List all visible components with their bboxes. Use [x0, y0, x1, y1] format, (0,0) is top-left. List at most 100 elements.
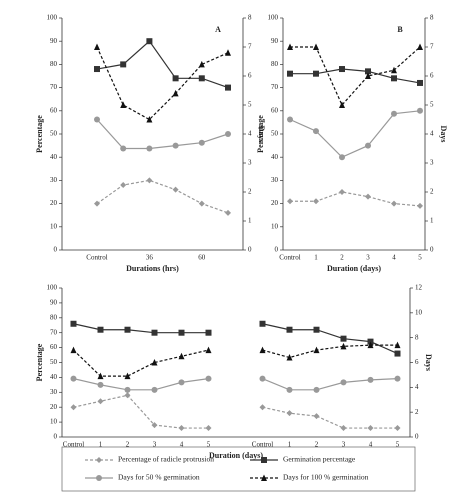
x-axis-label: Durations (hrs) [126, 264, 179, 273]
marker [178, 329, 185, 336]
marker [146, 145, 153, 152]
x-tick-label: 3 [153, 441, 157, 449]
series-line [96, 119, 229, 150]
marker [394, 341, 401, 349]
series-line [290, 46, 421, 107]
y2-tick-label: 1 [248, 217, 252, 225]
y2-tick-label: 6 [430, 72, 434, 80]
series-line [73, 394, 398, 429]
x-tick-label: Control [86, 254, 107, 262]
marker [120, 101, 127, 108]
marker [198, 75, 205, 82]
y2-tick-label: 4 [430, 130, 434, 138]
y-tick-label: 0 [54, 246, 58, 254]
marker [124, 372, 131, 380]
marker [286, 386, 293, 393]
y-tick-label: 20 [50, 403, 58, 411]
y-tick-label: 90 [50, 37, 58, 45]
y-tick-label: 50 [271, 130, 279, 138]
marker [339, 101, 345, 108]
x-tick-label: 3 [366, 254, 370, 262]
legend-label: Days for 50 % germination [118, 473, 200, 482]
marker [151, 359, 158, 366]
marker [313, 70, 319, 77]
y-tick-label: 60 [271, 106, 279, 114]
x-tick-label: 2 [126, 441, 130, 449]
y2-axis-label: Days [257, 126, 266, 143]
marker [97, 326, 104, 333]
y2-tick-label: 8 [415, 333, 419, 341]
x-axis-label: Duration (days) [327, 264, 381, 273]
y-tick-label: 70 [50, 83, 58, 91]
y2-tick-label: 3 [430, 159, 434, 167]
series-line [96, 46, 229, 121]
legend-marker [261, 457, 267, 463]
y-tick-label: 70 [271, 83, 279, 91]
marker [205, 329, 212, 336]
series-line [96, 179, 229, 214]
x-tick-label: 5 [418, 254, 422, 262]
marker [259, 404, 266, 411]
marker [339, 154, 345, 161]
series-line [73, 323, 398, 355]
y2-tick-label: 2 [415, 408, 419, 416]
marker [225, 84, 231, 91]
marker [313, 128, 319, 135]
marker [97, 372, 104, 380]
marker [198, 139, 205, 146]
y2-tick-label: 5 [430, 101, 434, 109]
x-tick-label: 5 [207, 441, 211, 449]
marker [120, 182, 127, 189]
series-line [290, 191, 421, 207]
x-tick-label: 36 [146, 254, 154, 262]
marker [365, 72, 371, 79]
marker [394, 350, 401, 357]
y-tick-label: 40 [50, 153, 58, 161]
y2-tick-label: 4 [248, 130, 252, 138]
y2-axis-label: Days [424, 354, 433, 371]
y2-tick-label: 4 [415, 383, 419, 391]
marker [94, 43, 100, 50]
marker [394, 425, 401, 432]
marker [340, 425, 347, 432]
series-line [96, 40, 229, 89]
y-tick-label: 0 [275, 246, 279, 254]
y-tick-label: 50 [50, 358, 58, 366]
marker [340, 342, 347, 350]
y-tick-label: 100 [47, 284, 58, 292]
marker [70, 346, 77, 354]
marker [146, 177, 153, 184]
marker [313, 413, 320, 420]
y2-tick-label: 5 [248, 101, 252, 109]
y-tick-label: 90 [271, 37, 279, 45]
y-tick-label: 40 [50, 373, 58, 381]
x-tick-label: 1 [99, 441, 103, 449]
y-tick-label: 50 [50, 130, 58, 138]
marker [391, 66, 397, 74]
y2-tick-label: 2 [430, 188, 434, 196]
marker [340, 335, 347, 342]
y2-tick-label: 2 [248, 188, 252, 196]
marker [151, 329, 158, 336]
marker [172, 75, 179, 82]
y-axis-label: Percentage [35, 115, 44, 153]
marker [94, 116, 100, 123]
legend-marker [261, 474, 267, 481]
marker [198, 200, 205, 207]
y-tick-label: 30 [50, 388, 58, 396]
marker [340, 379, 347, 386]
marker [146, 38, 153, 45]
marker [287, 116, 293, 123]
y2-tick-label: 0 [248, 246, 252, 254]
y2-tick-label: 12 [415, 284, 423, 292]
panel-letter: A [215, 25, 221, 34]
y-tick-label: 20 [271, 199, 279, 207]
series-line [289, 110, 421, 158]
legend-marker [96, 475, 102, 481]
x-tick-label: 1 [314, 254, 318, 262]
marker [94, 200, 100, 207]
marker [259, 346, 266, 354]
marker [313, 198, 319, 205]
y-tick-label: 70 [50, 328, 58, 336]
